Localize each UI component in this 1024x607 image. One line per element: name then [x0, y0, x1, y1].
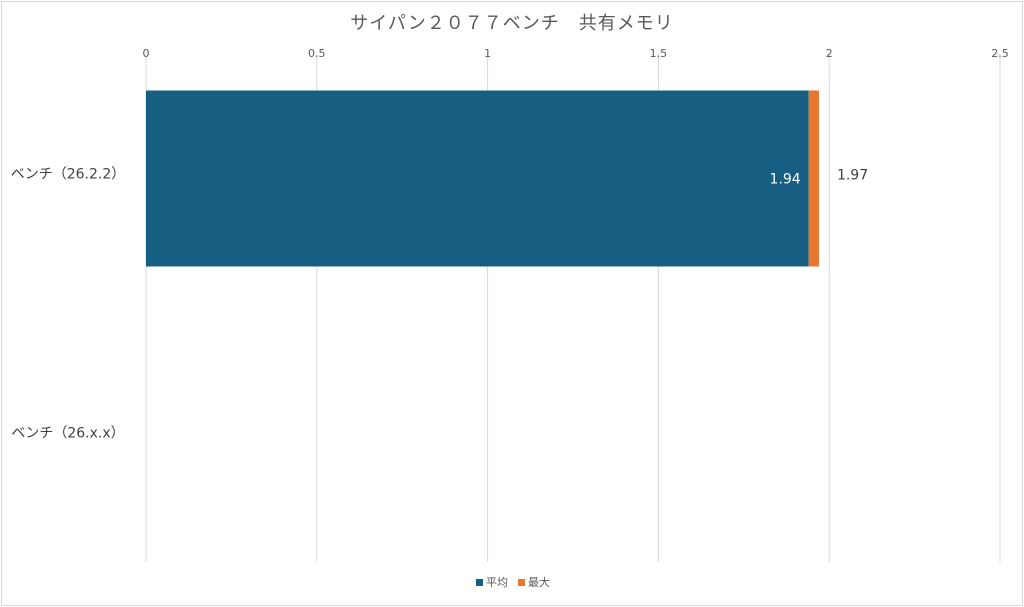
- category-label: ベンチ（26.x.x）: [11, 426, 124, 442]
- legend-swatch: [476, 579, 483, 586]
- legend-label: 最大: [528, 575, 550, 589]
- legend-swatch: [518, 579, 525, 586]
- bar-0: [146, 90, 809, 267]
- x-tick-label: 0: [143, 47, 150, 60]
- category-label: ベンチ（26.2.2）: [11, 167, 126, 183]
- legend-label: 平均: [486, 576, 508, 589]
- x-axis-ticks: 0 0.5 1 1.5 2 2.5: [143, 47, 1009, 60]
- x-tick-label: 2.5: [991, 47, 1009, 60]
- chart-title: サイパン２０７７ベンチ 共有メモリ: [350, 13, 674, 34]
- x-tick-label: 0.5: [308, 47, 326, 60]
- bars: [146, 90, 819, 267]
- legend: 平均 最大: [476, 575, 550, 589]
- data-labels: 1.94 1.97: [770, 168, 869, 188]
- x-tick-label: 1: [484, 47, 491, 60]
- y-axis-categories: ベンチ（26.2.2） ベンチ（26.x.x）: [11, 167, 126, 442]
- x-tick-label: 2: [826, 47, 833, 60]
- data-label: 1.94: [770, 172, 801, 188]
- x-tick-label: 1.5: [650, 47, 668, 60]
- bar-1: [808, 90, 819, 267]
- data-label: 1.97: [837, 168, 868, 184]
